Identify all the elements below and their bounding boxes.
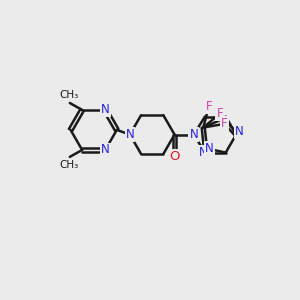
Text: CH₃: CH₃ <box>59 90 79 100</box>
Text: O: O <box>169 150 180 163</box>
Text: N: N <box>101 143 110 156</box>
Text: F: F <box>216 107 223 120</box>
Text: F: F <box>221 117 228 130</box>
Text: N: N <box>235 125 244 138</box>
Text: CH₃: CH₃ <box>59 160 79 170</box>
Text: N: N <box>205 142 214 155</box>
Text: N: N <box>101 103 110 116</box>
Text: N: N <box>125 128 134 141</box>
Text: F: F <box>206 100 212 113</box>
Text: N: N <box>189 128 198 141</box>
Text: N: N <box>199 146 208 159</box>
